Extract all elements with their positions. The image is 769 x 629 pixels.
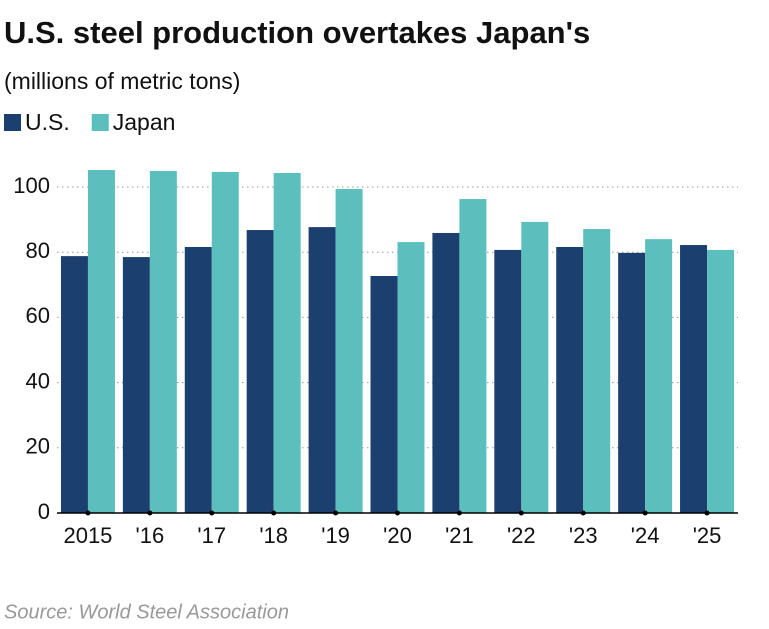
x-tick-label: '18 [259, 523, 288, 548]
x-tick-dot [85, 510, 91, 516]
x-tick-dot [147, 510, 153, 516]
bar [184, 246, 212, 513]
x-tick-label: 2015 [63, 523, 112, 548]
bar [273, 172, 301, 513]
bar [149, 171, 177, 513]
x-tick-label: '22 [507, 523, 536, 548]
bar [60, 256, 88, 513]
bar [556, 246, 584, 513]
bar [459, 199, 487, 513]
bar [583, 229, 611, 513]
bar [335, 188, 363, 513]
x-tick-label: '20 [383, 523, 412, 548]
x-tick-label: '17 [197, 523, 226, 548]
x-tick-dot [271, 510, 277, 516]
bar [680, 245, 708, 513]
bar [618, 252, 646, 514]
legend-swatch [91, 114, 109, 131]
bar [122, 257, 150, 513]
bar [432, 232, 460, 513]
x-tick-label: '16 [136, 523, 165, 548]
x-tick-dot [580, 510, 586, 516]
x-tick-dot [642, 510, 648, 516]
legend-swatch [4, 114, 21, 131]
chart-subtitle: (millions of metric tons) [4, 68, 240, 94]
bar [246, 230, 274, 514]
y-tick-label: 80 [26, 238, 50, 263]
x-tick-label: '25 [693, 523, 722, 548]
y-tick-label: 0 [38, 499, 50, 524]
bar [370, 275, 398, 513]
x-tick-dot [704, 510, 710, 516]
bar [87, 170, 115, 513]
y-tick-label: 40 [26, 368, 50, 393]
legend-label: Japan [113, 109, 176, 135]
source-note: Source: World Steel Association [4, 601, 289, 623]
bar [397, 242, 425, 513]
x-tick-dot [333, 510, 339, 516]
bar [645, 239, 673, 513]
x-tick-dot [518, 510, 524, 516]
x-tick-label: '19 [321, 523, 350, 548]
x-tick-label: '23 [569, 523, 598, 548]
bar [521, 221, 549, 513]
bar [308, 227, 336, 513]
bar [211, 172, 239, 513]
y-tick-label: 60 [26, 303, 50, 328]
y-tick-label: 100 [13, 173, 50, 198]
x-tick-label: '21 [445, 523, 474, 548]
x-tick-label: '24 [631, 523, 660, 548]
x-tick-dot [209, 510, 215, 516]
bar [494, 249, 522, 513]
bar [707, 249, 735, 513]
legend-label: U.S. [25, 109, 70, 135]
y-tick-label: 20 [26, 434, 50, 459]
x-tick-dot [456, 510, 462, 516]
x-tick-dot [395, 510, 400, 516]
chart-title: U.S. steel production overtakes Japan's [4, 15, 590, 50]
